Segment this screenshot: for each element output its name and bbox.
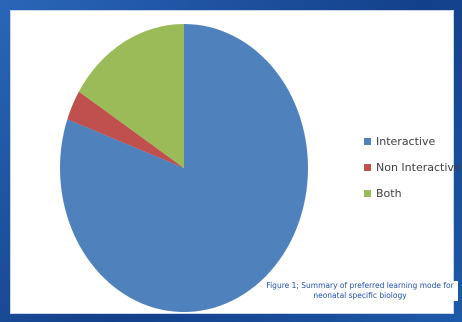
legend-swatch-both (364, 190, 371, 197)
legend-swatch-interactive (364, 138, 371, 145)
figure-caption: Figure 1; Summary of preferred learning … (262, 281, 458, 301)
legend-label-non-interactive: Non Interactive (376, 161, 461, 174)
legend-item-non-interactive: Non Interactive (364, 160, 461, 174)
legend-swatch-non-interactive (364, 164, 371, 171)
chart-legend: Interactive Non Interactive Both (364, 134, 461, 212)
figure-caption-line-1: Figure 1; Summary of preferred learning … (262, 281, 458, 291)
legend-item-interactive: Interactive (364, 134, 461, 148)
legend-label-interactive: Interactive (376, 135, 435, 148)
legend-item-both: Both (364, 186, 461, 200)
legend-label-both: Both (376, 187, 402, 200)
figure-caption-line-2: neonatal specific biology (262, 291, 458, 301)
